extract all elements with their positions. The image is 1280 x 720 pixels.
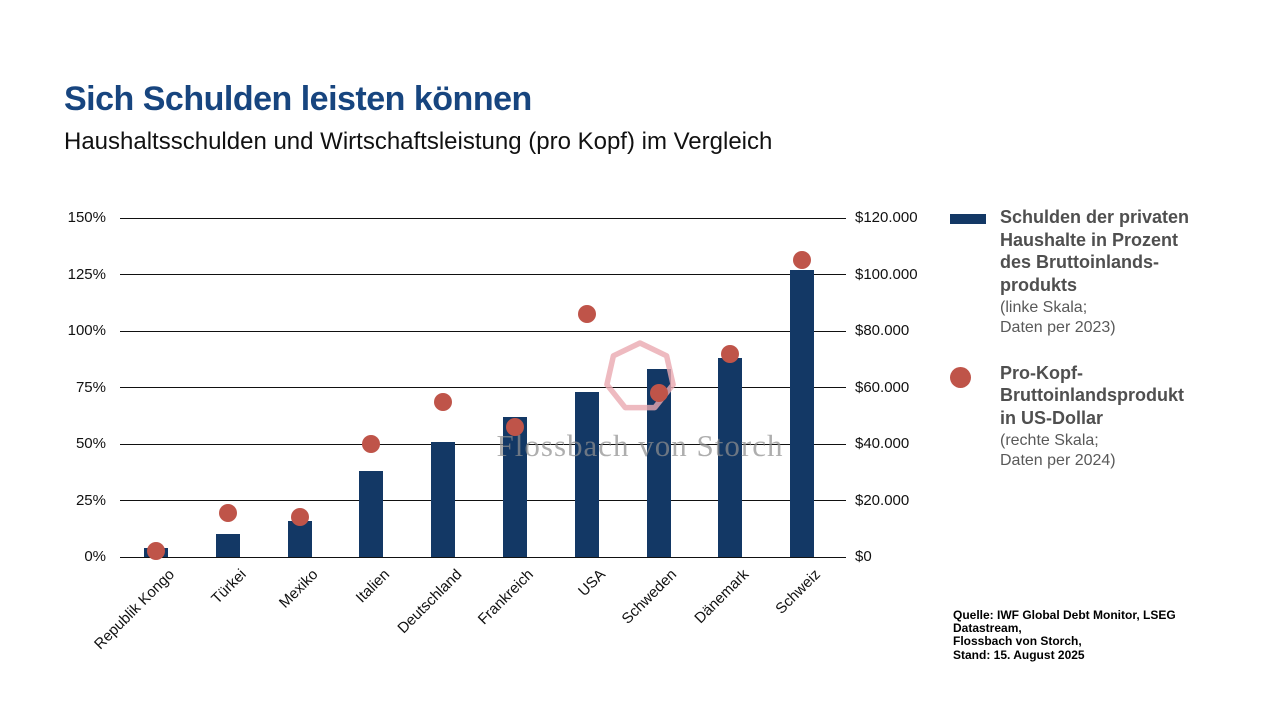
page-title: Sich Schulden leisten können — [64, 80, 532, 118]
gridline-75% — [120, 387, 846, 388]
x-axis-label-Republik Kongo: Republik Kongo — [91, 566, 178, 653]
gridline-100% — [120, 330, 846, 332]
watermark-text: Flossbach von Storch — [496, 428, 784, 463]
right-axis-tick-label: $60.000 — [855, 378, 910, 396]
left-axis-tick-label: 125% — [67, 265, 106, 283]
bar-Schweiz — [790, 269, 815, 557]
dot-series-marker-icon — [950, 366, 971, 388]
x-axis-label-Dänemark: Dänemark — [691, 566, 753, 627]
dot-Schweden — [649, 384, 668, 403]
right-axis-tick-label: $120.000 — [855, 209, 918, 226]
bar-Mexiko — [287, 520, 312, 557]
right-axis-tick-label: $40.000 — [855, 435, 910, 452]
dot-Italien — [362, 435, 381, 453]
flossbach-heptagon-logo-icon — [602, 338, 678, 421]
left-axis-tick-label: 100% — [67, 322, 106, 339]
right-axis-tick-label: $100.000 — [855, 265, 918, 283]
right-axis-tick-label: $20.000 — [855, 491, 910, 509]
x-axis-label-Italien: Italien — [353, 566, 394, 607]
page-subtitle: Haushaltsschulden und Wirtschaftsleistun… — [64, 128, 773, 155]
legend-item-debt-note: (linke Skala; Daten per 2023) — [1000, 298, 1116, 336]
dot-Dänemark — [721, 344, 740, 363]
gridline-125% — [120, 274, 846, 275]
dot-Republik Kongo — [146, 542, 165, 561]
left-axis-tick-label: 150% — [67, 209, 106, 226]
gridline-0% — [120, 556, 846, 558]
chart-legend: Schulden der privaten Haushalte in Proze… — [950, 206, 1230, 471]
legend-dot-marker-cell — [950, 362, 1000, 471]
dot-Schweiz — [793, 251, 812, 270]
dot-Deutschland — [434, 392, 453, 411]
legend-item-gdp-note: (rechte Skala; Daten per 2024) — [1000, 431, 1116, 469]
right-axis-tick-label: $80.000 — [855, 322, 910, 339]
gridline-150% — [120, 217, 846, 219]
left-axis-tick-label: 0% — [84, 548, 106, 565]
legend-item-gdp-label: Pro-Kopf- Bruttoinlandsprodukt in US-Dol… — [1000, 362, 1184, 429]
bar-Deutschland — [431, 441, 456, 557]
x-axis-label-Deutschland: Deutschland — [394, 566, 466, 637]
x-axis-label-USA: USA — [574, 566, 609, 600]
x-axis-label-Mexiko: Mexiko — [275, 566, 322, 612]
source-note: Quelle: IWF Global Debt Monitor, LSEG Da… — [953, 608, 1176, 662]
bar-Frankreich — [502, 416, 527, 557]
dot-Mexiko — [290, 508, 309, 527]
x-axis-label-Schweden: Schweden — [618, 566, 681, 628]
legend-bar-marker-cell — [950, 206, 1000, 338]
dot-USA — [577, 305, 596, 324]
bar-Italien — [359, 471, 384, 557]
dot-Frankreich — [505, 418, 524, 437]
left-axis-tick-label: 25% — [75, 491, 106, 509]
legend-item-debt-label: Schulden der privaten Haushalte in Proze… — [1000, 207, 1190, 296]
gridline-25% — [120, 500, 846, 501]
gridline-50% — [120, 443, 846, 445]
bar-Türkei — [215, 534, 240, 557]
x-axis-label-Türkei: Türkei — [208, 566, 250, 608]
bar-Dänemark — [718, 358, 743, 557]
left-axis-tick-label: 75% — [75, 378, 106, 396]
dot-Türkei — [218, 504, 237, 523]
right-axis-tick-label: $0 — [855, 548, 872, 565]
bar-USA — [574, 392, 599, 557]
legend-item-debt: Schulden der privaten Haushalte in Proze… — [1000, 206, 1230, 338]
left-axis-tick-label: 50% — [75, 435, 106, 452]
x-axis-label-Frankreich: Frankreich — [474, 566, 537, 629]
bar-series-marker-icon — [950, 214, 986, 224]
x-axis-label-Schweiz: Schweiz — [772, 566, 825, 618]
legend-item-gdp: Pro-Kopf- Bruttoinlandsprodukt in US-Dol… — [1000, 362, 1230, 471]
